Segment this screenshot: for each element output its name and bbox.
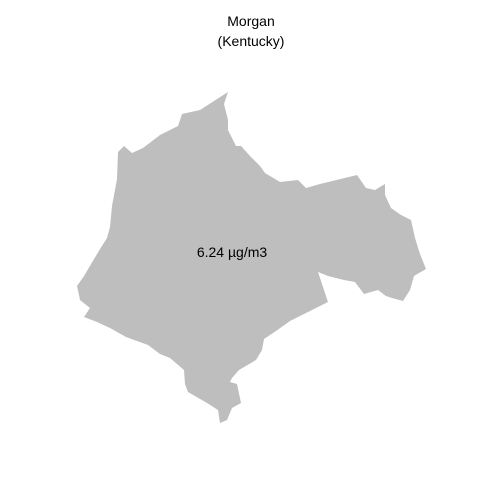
county-value-label: 6.24 µg/m3 xyxy=(197,244,268,260)
map-subtitle: (Kentucky) xyxy=(217,33,285,49)
county-shape xyxy=(77,92,426,423)
map-title: Morgan xyxy=(227,13,275,29)
